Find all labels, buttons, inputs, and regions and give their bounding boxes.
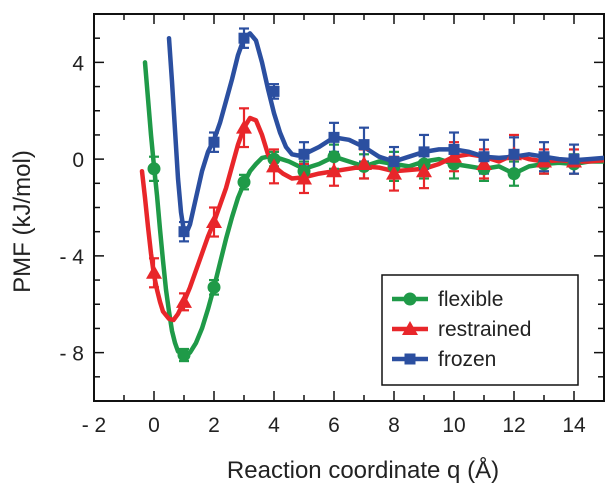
frozen-point — [358, 139, 370, 151]
x-tick-label: 2 — [208, 414, 220, 437]
y-tick-label: - 4 — [59, 246, 84, 269]
flexible-point — [327, 150, 341, 164]
legend-items: flexible restrained frozen — [392, 288, 531, 371]
restrained-point — [476, 155, 492, 170]
frozen-point — [328, 131, 340, 143]
legend-label-restrained: restrained — [438, 318, 531, 341]
x-axis-label: Reaction coordinate q (Å) — [227, 456, 499, 484]
frozen-point — [298, 148, 310, 160]
frozen-point — [448, 143, 460, 155]
x-tick-label: 12 — [502, 414, 525, 437]
flexible-point — [147, 162, 161, 176]
frozen-point — [418, 146, 430, 158]
x-tick-label: 6 — [328, 414, 340, 437]
legend: flexible restrained frozen — [381, 274, 579, 386]
y-tick-label: - 8 — [59, 343, 84, 366]
x-tick-label: 4 — [268, 414, 280, 437]
restrained-point — [446, 148, 462, 163]
frozen-point — [478, 151, 490, 163]
flexible-point — [177, 348, 191, 362]
x-tick-label: 14 — [562, 414, 586, 437]
frozen-point — [568, 153, 580, 165]
frozen-point — [508, 148, 520, 160]
restrained-point — [236, 119, 252, 134]
flexible-point — [237, 175, 251, 189]
restrained-point — [356, 155, 372, 170]
frozen-point — [238, 32, 250, 44]
restrained-point — [146, 264, 162, 279]
x-tick-label: 0 — [148, 414, 160, 437]
x-tick-label: 10 — [442, 414, 465, 437]
axis-ticks — [93, 13, 605, 402]
restrained-point — [416, 163, 432, 178]
series-markers — [146, 32, 582, 362]
restrained-point — [176, 293, 192, 308]
restrained-point — [386, 165, 402, 180]
legend-label-flexible: flexible — [438, 288, 503, 311]
x-tick-label: - 2 — [82, 414, 107, 437]
x-tick-labels: - 2 0 2 4 6 8 10 12 14 — [82, 414, 586, 437]
legend-label-frozen: frozen — [438, 348, 496, 371]
y-axis-label: PMF (kJ/mol) — [9, 150, 36, 293]
restrained-point — [206, 214, 222, 229]
legend-marker-frozen — [404, 353, 416, 365]
y-tick-label: 0 — [72, 149, 84, 172]
restrained-point — [296, 170, 312, 185]
restrained-point — [266, 158, 282, 173]
y-tick-labels: - 8 - 4 0 4 — [59, 52, 84, 365]
legend-marker-restrained — [402, 321, 418, 335]
legend-marker-flexible — [403, 292, 417, 306]
frozen-curve — [166, 31, 604, 234]
flexible-point — [507, 167, 521, 181]
restrained-point — [326, 163, 342, 178]
frozen-point — [268, 85, 280, 97]
y-tick-label: 4 — [72, 52, 84, 75]
flexible-point — [207, 280, 221, 294]
x-tick-label: 8 — [388, 414, 400, 437]
frozen-point — [388, 156, 400, 168]
frozen-point — [208, 136, 220, 148]
frozen-point — [538, 151, 550, 163]
frozen-point — [178, 226, 190, 238]
